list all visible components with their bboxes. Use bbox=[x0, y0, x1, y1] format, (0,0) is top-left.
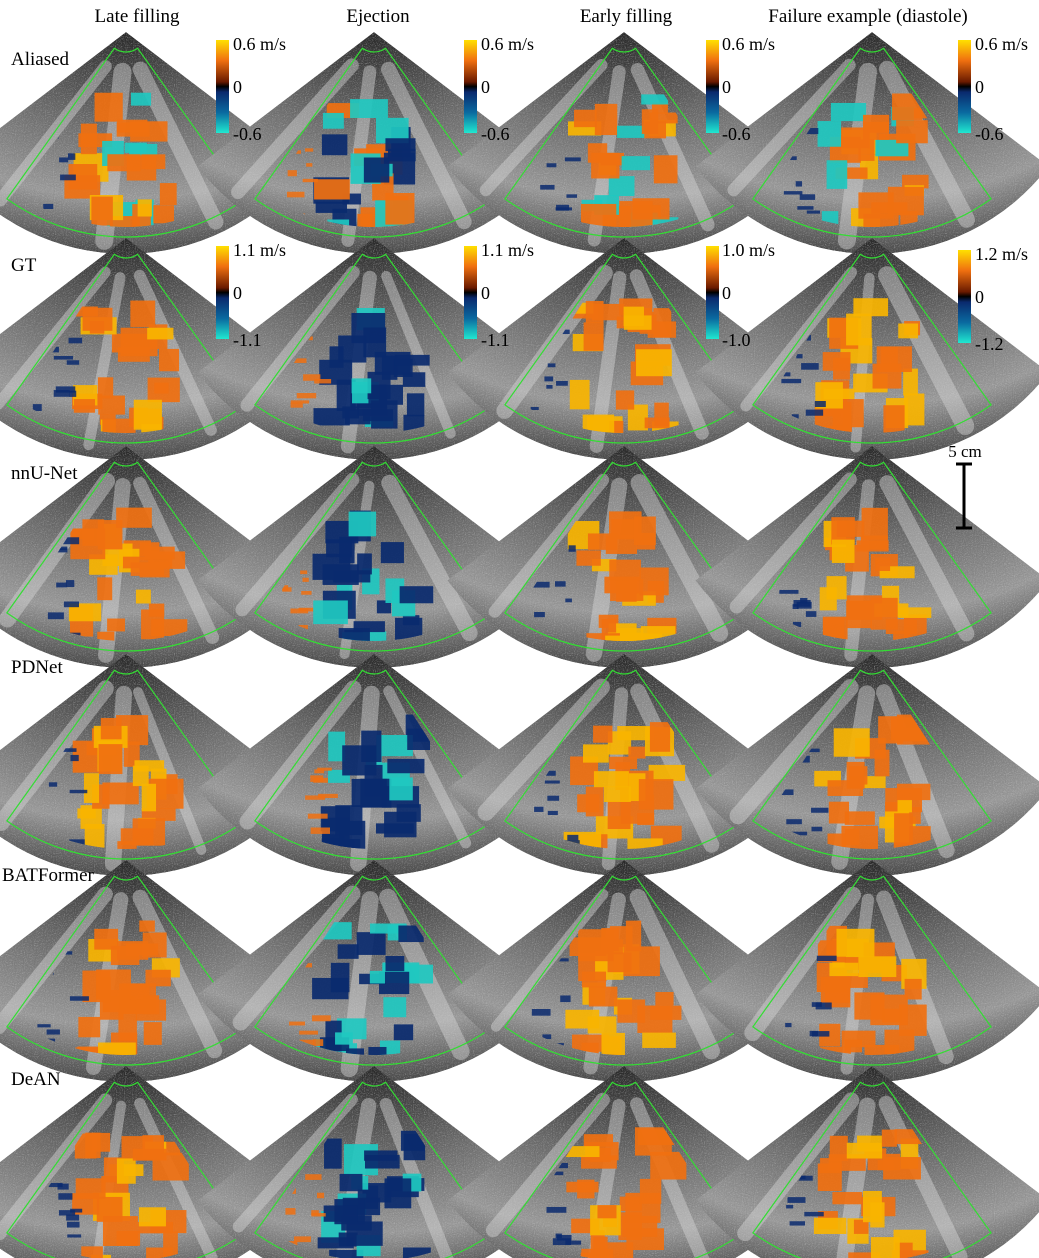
colorbar-top-label: 0.6 m/s bbox=[722, 35, 775, 53]
colorbar-mid-label: 0 bbox=[481, 78, 490, 96]
colorbar bbox=[958, 40, 971, 133]
colorbar bbox=[958, 250, 971, 343]
colorbar bbox=[216, 246, 229, 339]
colorbar-mid-label: 0 bbox=[975, 288, 984, 306]
colorbar-mid-label: 0 bbox=[233, 284, 242, 302]
colorbar-bottom-label: -0.6 bbox=[233, 125, 262, 143]
row-label-aliased: Aliased bbox=[11, 50, 69, 69]
colorbar bbox=[706, 246, 719, 339]
row-label-dean: DeAN bbox=[11, 1070, 61, 1089]
colorbar-bottom-label: -0.6 bbox=[722, 125, 751, 143]
colorbar-top-label: 1.0 m/s bbox=[722, 241, 775, 259]
colorbar-mid-label: 0 bbox=[481, 284, 490, 302]
row-label-gt: GT bbox=[11, 256, 36, 275]
echo-panel bbox=[695, 860, 1039, 1082]
column-title-ejection: Ejection bbox=[346, 7, 409, 26]
colorbar bbox=[216, 40, 229, 133]
echo-panel bbox=[695, 1066, 1039, 1258]
echo-panel bbox=[695, 446, 1039, 668]
colorbar-mid-label: 0 bbox=[975, 78, 984, 96]
colorbar-top-label: 0.6 m/s bbox=[481, 35, 534, 53]
colorbar-top-label: 1.1 m/s bbox=[233, 241, 286, 259]
colorbar-bottom-label: -0.6 bbox=[975, 125, 1004, 143]
colorbar bbox=[706, 40, 719, 133]
colorbar-bottom-label: -0.6 bbox=[481, 125, 510, 143]
colorbar-top-label: 0.6 m/s bbox=[975, 35, 1028, 53]
colorbar-top-label: 1.1 m/s bbox=[481, 241, 534, 259]
scale-bar-label: 5 cm bbox=[948, 443, 982, 460]
colorbar bbox=[464, 40, 477, 133]
row-label-nnunet: nnU-Net bbox=[11, 464, 77, 483]
colorbar-mid-label: 0 bbox=[722, 284, 731, 302]
echo-panel bbox=[695, 654, 1039, 876]
row-label-batformer: BATFormer bbox=[2, 866, 94, 885]
colorbar-top-label: 1.2 m/s bbox=[975, 245, 1028, 263]
colorbar-mid-label: 0 bbox=[233, 78, 242, 96]
colorbar-bottom-label: -1.2 bbox=[975, 335, 1004, 353]
colorbar-bottom-label: -1.1 bbox=[481, 331, 510, 349]
column-title-late-filling: Late filling bbox=[95, 7, 180, 26]
colorbar-mid-label: 0 bbox=[722, 78, 731, 96]
colorbar-bottom-label: -1.1 bbox=[233, 331, 262, 349]
colorbar-bottom-label: -1.0 bbox=[722, 331, 751, 349]
column-title-failure-example: Failure example (diastole) bbox=[768, 7, 967, 26]
column-title-early-filling: Early filling bbox=[580, 7, 672, 26]
colorbar-top-label: 0.6 m/s bbox=[233, 35, 286, 53]
row-label-pdnet: PDNet bbox=[11, 658, 63, 677]
colorbar bbox=[464, 246, 477, 339]
